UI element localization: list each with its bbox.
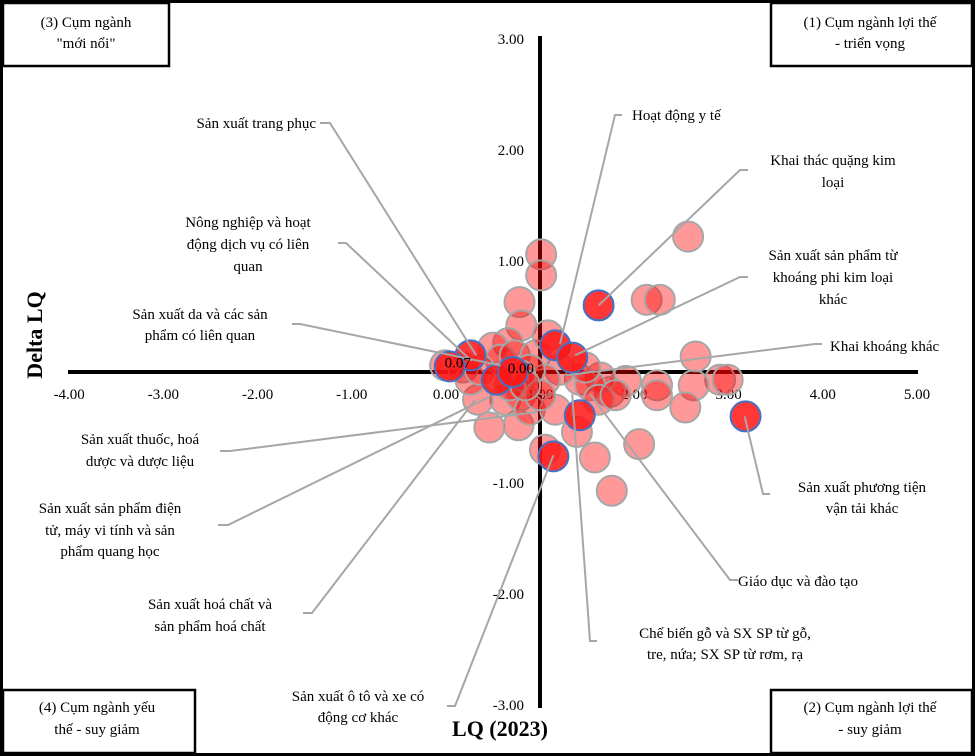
annotation-label-line: động cơ khác xyxy=(318,710,399,726)
leader-line xyxy=(320,122,477,356)
y-tick-label: 2.00 xyxy=(498,143,524,159)
bubble-point xyxy=(630,283,663,316)
annotation-label-line: Sản xuất hoá chất và xyxy=(148,597,272,613)
bubble-point xyxy=(669,391,702,424)
annotation-label-line: dược và dược liệu xyxy=(86,454,195,470)
quadrant-1-line-1: (1) Cụm ngành lợi thế xyxy=(804,15,937,31)
annotation-label-line: Sản xuất phương tiện xyxy=(798,480,927,496)
x-tick-label: -2.00 xyxy=(242,387,273,403)
y-tick-label: -2.00 xyxy=(493,587,524,603)
bubble-point xyxy=(556,341,589,374)
quadrant-1-box: (1) Cụm ngành lợi thế - triển vọng xyxy=(769,1,974,68)
bubble-data-label: 0.00 xyxy=(508,361,534,377)
annotation-label-line: Sản xuất thuốc, hoá xyxy=(81,432,200,448)
bubble-point xyxy=(641,379,674,412)
bubbles xyxy=(429,220,762,507)
annotation-label-line: loại xyxy=(822,175,845,191)
y-tick-label: 1.00 xyxy=(498,254,524,270)
bubble-point xyxy=(595,474,628,507)
bubble-point xyxy=(503,286,536,319)
leader-line xyxy=(743,416,770,495)
bubble-point xyxy=(711,363,744,396)
leader-line xyxy=(559,114,622,345)
bubble-point xyxy=(599,379,632,412)
leader-line xyxy=(338,242,473,362)
leader-line xyxy=(589,393,738,581)
annotation-label-line: Chế biến gỗ và SX SP từ gỗ, xyxy=(639,626,811,642)
bubble-point xyxy=(704,363,737,396)
x-tick-labels: -4.00-3.00-2.00-1.000.001.002.003.004.00… xyxy=(54,387,931,403)
data-labels: 0.07 0.00 xyxy=(445,355,534,377)
bubble-point xyxy=(672,220,705,253)
quadrant-1-line-2: - triển vọng xyxy=(835,36,905,52)
annotation-label-line: khoáng phi kim loại xyxy=(773,270,893,286)
x-tick-label: -4.00 xyxy=(54,387,85,403)
leader-line xyxy=(220,410,538,452)
y-tick-label: -1.00 xyxy=(493,476,524,492)
annotation-label-line: Khai thác quặng kim xyxy=(770,153,896,169)
x-tick-label: 0.00 xyxy=(433,387,459,403)
annotation-label-line: động dịch vụ có liên xyxy=(187,237,310,253)
quadrant-3-line-1: (3) Cụm ngành xyxy=(41,15,132,31)
quadrant-4-line-1: (4) Cụm ngành yếu xyxy=(39,700,156,716)
bubble-point xyxy=(641,369,674,402)
annotation-label-line: phẩm quang học xyxy=(60,544,159,560)
leader-lines xyxy=(218,114,822,707)
annotation-label-line: Sản xuất da và các sản xyxy=(132,307,268,323)
bubble-point xyxy=(679,340,712,373)
leader-line xyxy=(597,169,748,307)
annotation-label-line: Khai khoáng khác xyxy=(830,339,939,355)
annotation-label-line: sản phẩm hoá chất xyxy=(154,619,266,635)
bubble-point xyxy=(433,350,466,383)
x-tick-label: -1.00 xyxy=(336,387,367,403)
annotation-label-line: phẩm có liên quan xyxy=(145,328,256,344)
quadrant-4-line-2: thế - suy giảm xyxy=(54,722,140,738)
leader-line xyxy=(447,454,555,707)
annotation-label-line: Sản xuất trang phục xyxy=(196,116,316,132)
annotation-label-line: Nông nghiệp và hoạt xyxy=(185,215,311,231)
annotation-labels: Sản xuất trang phục Nông nghiệp và hoạt độ… xyxy=(39,108,940,726)
leader-line xyxy=(565,343,822,377)
quadrant-2-box: (2) Cụm ngành lợi thế - suy giảm xyxy=(769,688,974,755)
y-tick-label: -3.00 xyxy=(493,698,524,714)
y-axis-title: Delta LQ xyxy=(22,291,47,378)
quadrant-2-line-2: - suy giảm xyxy=(838,722,902,738)
leader-line xyxy=(574,276,748,357)
annotation-label-line: Sản xuất ô tô và xe có xyxy=(292,689,424,705)
annotation-label-line: quan xyxy=(233,259,263,275)
quadrant-3-box: (3) Cụm ngành "mới nổi" xyxy=(1,1,171,68)
x-axis-title: LQ (2023) xyxy=(452,716,548,741)
bubble-point xyxy=(563,399,596,432)
x-tick-label: 4.00 xyxy=(810,387,836,403)
x-tick-label: -3.00 xyxy=(148,387,179,403)
leader-line xyxy=(292,323,501,367)
quadrant-3-line-2: "mới nổi" xyxy=(57,36,116,52)
bubble-data-label: 0.07 xyxy=(445,355,472,371)
x-tick-label: 2.00 xyxy=(621,387,647,403)
annotation-label-line: Hoạt động y tế xyxy=(632,108,721,124)
annotation-label-line: Giáo dục và đào tạo xyxy=(738,574,858,590)
annotation-label-line: tử, máy vi tính và sản xyxy=(45,523,175,539)
leader-line xyxy=(218,395,491,526)
annotation-label-line: vận tải khác xyxy=(826,501,899,517)
leader-line xyxy=(303,399,476,614)
annotation-label-line: Sản xuất sản phẩm điện xyxy=(39,501,182,517)
bubble-point xyxy=(525,259,558,292)
y-tick-label: 3.00 xyxy=(498,32,524,48)
annotation-label-line: Sản xuất sản phẩm từ xyxy=(769,248,899,264)
quadrant-2-line-1: (2) Cụm ngành lợi thế xyxy=(804,700,937,716)
x-tick-label: 5.00 xyxy=(904,387,930,403)
leader-line xyxy=(571,394,597,642)
annotation-label-line: tre, nứa; SX SP từ rơm, rạ xyxy=(647,647,803,663)
quadrant-4-box: (4) Cụm ngành yếu thế - suy giảm xyxy=(1,688,197,755)
bubble-point xyxy=(578,441,611,474)
bubble-point xyxy=(496,356,529,388)
annotation-label-line: khác xyxy=(819,292,848,308)
